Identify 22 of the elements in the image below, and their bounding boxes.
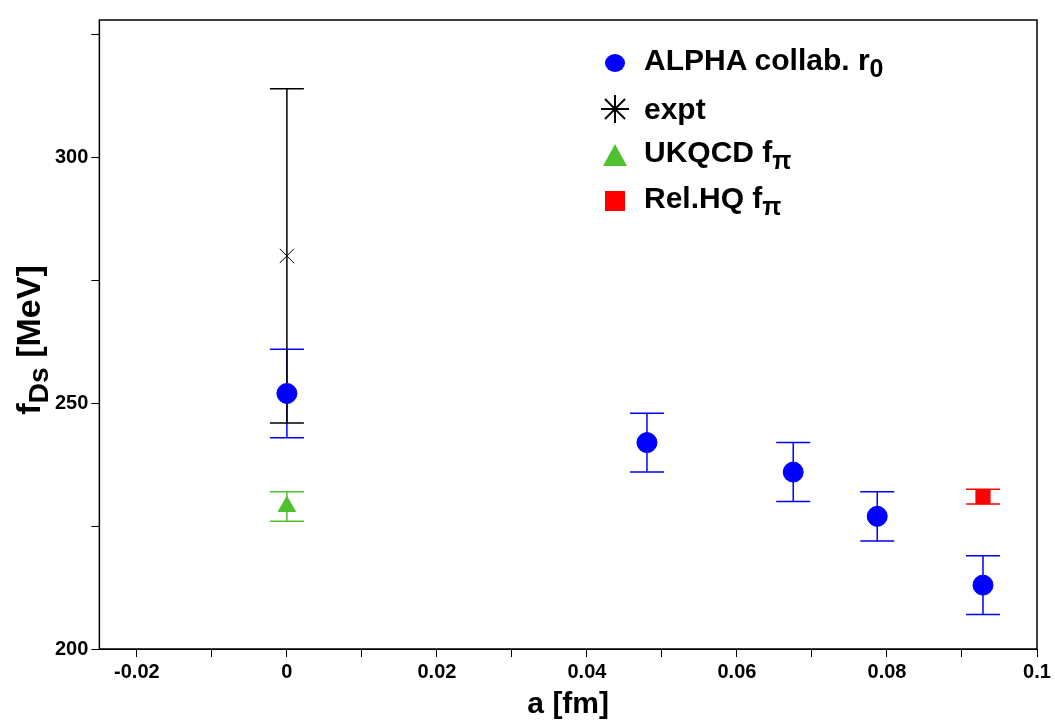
y-tick-label: 250 — [54, 390, 89, 413]
legend-label: expt — [644, 92, 706, 126]
legend-label: UKQCD f$_{π}$ — [644, 135, 792, 175]
x-tick-label: 0.06 — [717, 659, 757, 682]
x-tick-label: 0.04 — [567, 659, 608, 682]
point — [972, 574, 994, 596]
x-tick-label: 0 — [281, 659, 293, 682]
point — [782, 461, 804, 483]
point — [636, 432, 658, 454]
y-tick-label: 300 — [54, 145, 89, 168]
point — [276, 382, 298, 404]
point — [279, 248, 295, 264]
point — [975, 489, 991, 505]
x-tick-label: 0.08 — [867, 659, 907, 682]
x-axis-title: a [fm] — [527, 686, 610, 720]
legend-label: ALPHA collab. r$_{0}$ — [644, 43, 884, 83]
x-tick-label: 0.1 — [1023, 659, 1051, 682]
y-tick-label: 200 — [54, 636, 89, 659]
point — [866, 505, 888, 527]
legend-label: Rel.HQ f$_{π}$ — [644, 181, 782, 221]
x-tick-label: 0.02 — [417, 659, 457, 682]
x-tick-label: -0.02 — [114, 659, 160, 682]
